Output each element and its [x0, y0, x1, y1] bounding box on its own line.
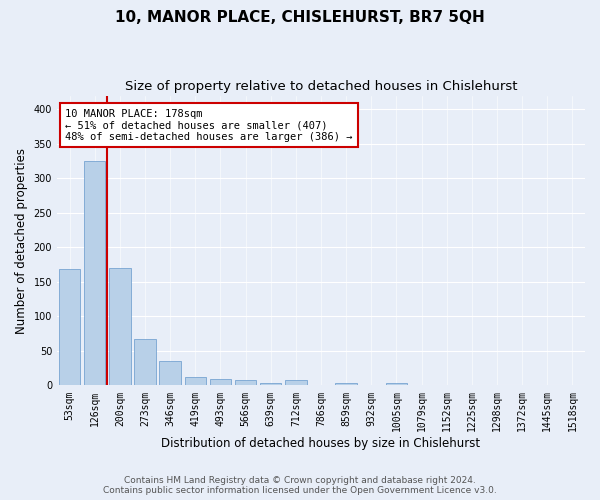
Bar — [335, 384, 357, 386]
Bar — [185, 377, 206, 386]
X-axis label: Distribution of detached houses by size in Chislehurst: Distribution of detached houses by size … — [161, 437, 481, 450]
Bar — [285, 380, 307, 386]
Bar — [210, 379, 231, 386]
Bar — [386, 382, 407, 386]
Bar — [235, 380, 256, 386]
Title: Size of property relative to detached houses in Chislehurst: Size of property relative to detached ho… — [125, 80, 517, 93]
Bar — [109, 268, 131, 386]
Bar — [59, 269, 80, 386]
Text: 10, MANOR PLACE, CHISLEHURST, BR7 5QH: 10, MANOR PLACE, CHISLEHURST, BR7 5QH — [115, 10, 485, 25]
Bar — [260, 382, 281, 386]
Bar — [160, 362, 181, 386]
Text: 10 MANOR PLACE: 178sqm
← 51% of detached houses are smaller (407)
48% of semi-de: 10 MANOR PLACE: 178sqm ← 51% of detached… — [65, 108, 352, 142]
Bar — [134, 338, 156, 386]
Y-axis label: Number of detached properties: Number of detached properties — [15, 148, 28, 334]
Text: Contains HM Land Registry data © Crown copyright and database right 2024.
Contai: Contains HM Land Registry data © Crown c… — [103, 476, 497, 495]
Bar — [84, 161, 106, 386]
